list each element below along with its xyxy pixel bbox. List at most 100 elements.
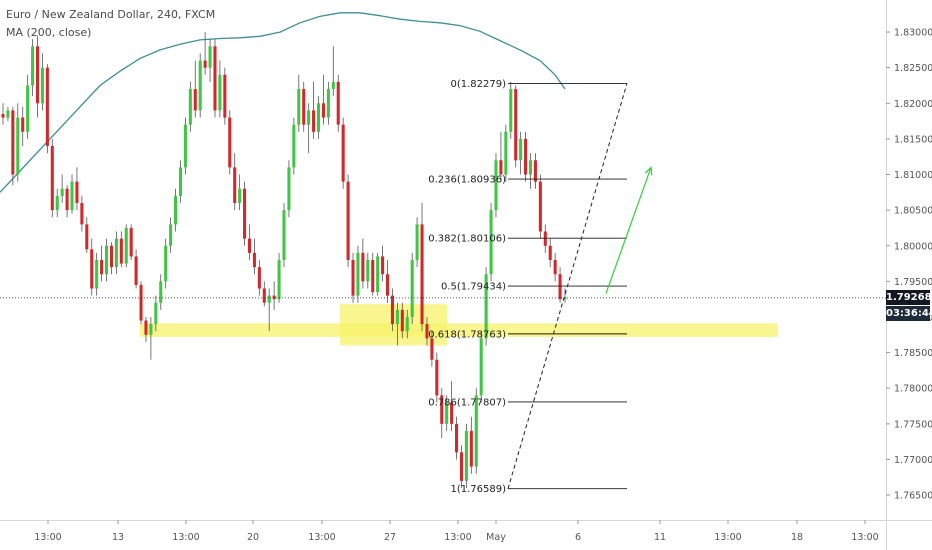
candle: [346, 174, 350, 268]
candle: [228, 110, 232, 175]
y-tick-label: 1.78000: [894, 384, 932, 395]
candle-body: [223, 74, 227, 118]
x-tick-label: 20: [247, 532, 259, 543]
candle-body: [366, 260, 370, 282]
candle: [267, 288, 271, 332]
candle-body: [420, 224, 424, 325]
candle: [484, 267, 488, 346]
candle: [21, 106, 25, 147]
candle-body: [336, 81, 340, 125]
candle: [400, 302, 404, 339]
candle-body: [385, 274, 390, 296]
candle-body: [104, 245, 109, 275]
candle: [90, 238, 94, 296]
candle: [208, 39, 212, 82]
candle: [65, 185, 69, 218]
candle: [40, 53, 44, 111]
candle: [445, 395, 449, 431]
candle: [297, 74, 301, 132]
candle-body: [124, 227, 128, 264]
candle: [262, 281, 266, 307]
fib-level-label: 0(1.82279): [450, 79, 506, 90]
moving-average-layer: [0, 12, 566, 193]
y-tick-label: 1.76500: [894, 491, 932, 502]
y-tick-label: 1.81500: [894, 134, 932, 145]
candle-body: [100, 260, 104, 275]
candle-body: [198, 60, 202, 111]
candle: [50, 138, 54, 218]
candle: [35, 35, 40, 118]
candle: [312, 81, 316, 139]
candle-body: [119, 238, 123, 264]
candle-body: [188, 89, 192, 125]
candle: [247, 224, 252, 260]
candle: [109, 242, 113, 275]
y-tick-label: 1.80000: [894, 241, 932, 252]
candle-body: [425, 324, 429, 339]
candle: [376, 252, 380, 296]
y-tick-label: 1.82500: [894, 63, 932, 74]
candle-body: [459, 452, 464, 481]
candle: [218, 60, 222, 118]
candle: [395, 302, 399, 346]
projection-arrow[interactable]: [605, 166, 653, 294]
candle: [435, 352, 439, 403]
candle-body: [35, 46, 40, 104]
candle-body: [45, 67, 49, 147]
candle: [114, 231, 118, 275]
candle-body: [75, 181, 79, 204]
candle: [282, 203, 286, 268]
candle: [11, 106, 15, 186]
candle: [144, 316, 148, 342]
x-tick-label: 6: [575, 532, 581, 543]
candle-body: [494, 160, 498, 211]
candle: [272, 281, 276, 310]
candle: [455, 416, 459, 460]
x-tick-label: 11: [654, 532, 666, 543]
current-price-badge: 1.79268: [886, 290, 932, 306]
candle-body: [252, 252, 256, 268]
candle-body: [307, 110, 311, 125]
candle-body: [247, 238, 252, 253]
candle-body: [321, 103, 325, 118]
candle: [494, 153, 498, 218]
candle: [292, 117, 296, 175]
candle: [385, 260, 390, 303]
candle: [321, 74, 325, 125]
candle: [188, 81, 192, 132]
symbol-title: Euro / New Zealand Dollar, 240, FXCM: [6, 8, 216, 21]
candle-body: [376, 256, 380, 293]
candle-body: [410, 260, 414, 317]
candle-body: [154, 302, 158, 325]
candle-body: [144, 320, 148, 335]
candle: [6, 106, 10, 122]
candle: [16, 103, 20, 182]
candle-body: [504, 131, 508, 175]
x-tick-label: 13:00: [34, 532, 61, 543]
candle-body: [346, 181, 350, 260]
candle-body: [90, 249, 94, 289]
candle-body: [55, 195, 59, 211]
candle: [169, 217, 173, 253]
candle-body: [262, 288, 266, 303]
x-tick-label: 27: [384, 532, 396, 543]
fibonacci-retracement[interactable]: 0(1.82279) 0.236(1.80936) 0.382(1.80106) 0.…: [428, 79, 628, 495]
candle: [60, 174, 64, 204]
x-tick-label: 13:00: [851, 532, 878, 543]
candle-body: [440, 395, 444, 424]
candle: [479, 331, 483, 403]
candle: [95, 252, 99, 296]
candle: [356, 245, 360, 303]
y-tick-label: 1.83000: [894, 28, 932, 39]
candle: [124, 224, 128, 268]
candle-body: [267, 295, 271, 303]
x-tick-label: 13:00: [172, 532, 199, 543]
candle: [553, 252, 557, 282]
y-tick-label: 1.77000: [894, 455, 932, 466]
candle: [31, 39, 35, 97]
x-tick-label: 13:00: [308, 532, 335, 543]
candle-body: [21, 117, 25, 132]
candle-body: [351, 260, 355, 296]
candle: [336, 74, 340, 132]
